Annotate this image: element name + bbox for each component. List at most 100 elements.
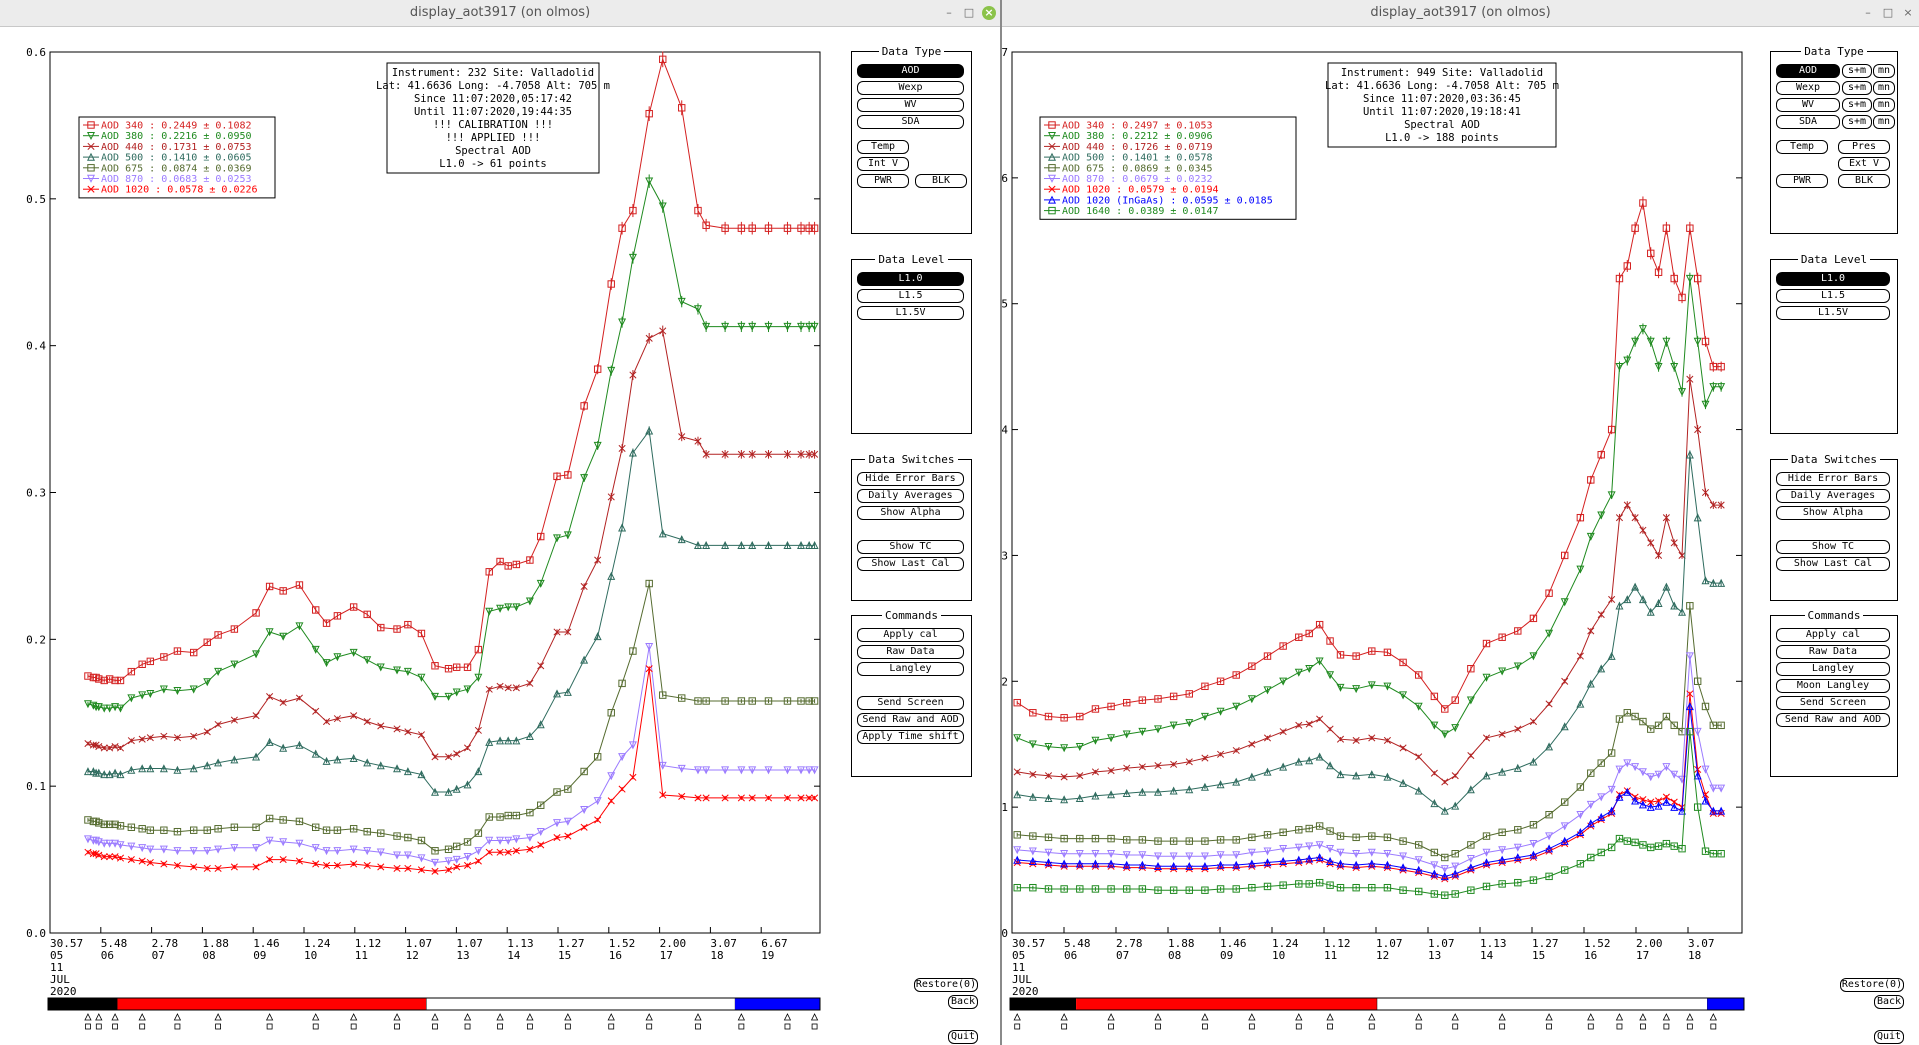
timeline-bar[interactable] [1009,997,1745,1011]
restore-button[interactable]: Restore(0) [1840,978,1904,992]
sm-button[interactable]: s+m [1842,81,1872,95]
level-l1-5-button[interactable]: L1.5 [1776,289,1890,303]
data-point [1685,702,1694,711]
data-type-ext-v-button[interactable]: Ext V [1838,157,1890,171]
level-l1-0-button[interactable]: L1.0 [857,272,964,286]
data-point [116,822,125,830]
back-button[interactable]: Back [948,995,978,1009]
timeline-marker [1248,1023,1255,1030]
data-point [1646,773,1655,782]
data-type-sda-button[interactable]: SDA [1776,115,1840,129]
data-point [1587,476,1595,484]
minimize-button[interactable]: – [1865,6,1871,19]
timeline-bar[interactable] [47,997,821,1011]
quit-button[interactable]: Quit [1874,1030,1904,1044]
level-l1-5-button[interactable]: L1.5 [857,289,964,303]
data-type-blk-button[interactable]: BLK [915,174,967,188]
command-send-raw-and-aod-button[interactable]: Send Raw and AOD [857,713,964,727]
switch-show-alpha-button[interactable]: Show Alpha [857,506,964,520]
level-l1-5v-button[interactable]: L1.5V [857,306,964,320]
data-type-wexp-button[interactable]: Wexp [1776,81,1840,95]
command-send-screen-button[interactable]: Send Screen [1776,696,1890,710]
switch-show-alpha-button[interactable]: Show Alpha [1776,506,1890,520]
data-point [1091,791,1100,800]
level-l1-5v-button[interactable]: L1.5V [1776,306,1890,320]
data-type-pres-button[interactable]: Pres [1838,140,1890,154]
close-button[interactable]: × [982,6,996,20]
switch-daily-averages-button[interactable]: Daily Averages [1776,489,1890,503]
sm-button[interactable]: s+m [1842,64,1872,78]
maximize-button[interactable]: □ [1882,6,1894,19]
panel-title-text: Data Type [1801,45,1867,58]
quit-button[interactable]: Quit [948,1030,978,1044]
data-point [659,791,667,799]
data-type-blk-button[interactable]: BLK [1838,174,1890,188]
data-point [1044,848,1053,857]
switch-hide-error-bars-button[interactable]: Hide Error Bars [1776,472,1890,486]
aod-plot-right[interactable]: .7.6.5.4.3.2.1.030.57055.48062.78071.880… [1002,27,1919,1045]
data-point [764,766,773,775]
data-type-pwr-button[interactable]: PWR [1776,174,1828,188]
mn-button[interactable]: mn [1873,115,1895,129]
data-point [1615,601,1624,610]
switch-hide-error-bars-button[interactable]: Hide Error Bars [857,472,964,486]
command-send-screen-button[interactable]: Send Screen [857,696,964,710]
switch-show-tc-button[interactable]: Show TC [1776,540,1890,554]
data-point [1399,852,1408,861]
data-point [111,703,120,712]
data-point [1232,746,1240,755]
command-langley-button[interactable]: Langley [1776,662,1890,676]
data-type-wv-button[interactable]: WV [1776,98,1840,112]
switch-show-tc-button[interactable]: Show TC [857,540,964,554]
restore-button[interactable]: Restore(0) [914,978,978,992]
back-button[interactable]: Back [1874,995,1904,1009]
command-send-raw-and-aod-button[interactable]: Send Raw and AOD [1776,713,1890,727]
switch-daily-averages-button[interactable]: Daily Averages [857,489,964,503]
data-point [295,622,304,631]
data-point [783,322,792,331]
data-type-temp-button[interactable]: Temp [857,140,909,154]
data-type-aod-button[interactable]: AOD [857,64,964,78]
legend-entry: AOD 675 : 0.0869 ± 0.0345 [1062,163,1213,174]
mn-button[interactable]: mn [1873,98,1895,112]
data-type-aod-button[interactable]: AOD [1776,64,1840,78]
maximize-button[interactable]: □ [963,6,975,19]
data-type-temp-button[interactable]: Temp [1776,140,1828,154]
data-type-wv-button[interactable]: WV [857,98,964,112]
data-point [111,742,119,751]
info-line: Spectral AOD [1404,119,1480,131]
command-moon-langley-button[interactable]: Moon Langley [1776,679,1890,693]
data-point [1185,785,1194,794]
command-apply-time-shift-button[interactable]: Apply Time shift [857,730,964,744]
data-point [1060,834,1068,843]
command-apply-cal-button[interactable]: Apply cal [1776,628,1890,642]
switch-show-last-cal-button[interactable]: Show Last Cal [1776,557,1890,571]
date-label: JUL [1012,973,1032,986]
mn-button[interactable]: mn [1873,64,1895,78]
level-l1-0-button[interactable]: L1.0 [1776,272,1890,286]
command-raw-data-button[interactable]: Raw Data [1776,645,1890,659]
data-point [1295,633,1303,641]
data-type-pwr-button[interactable]: PWR [857,174,909,188]
plot-frame [49,51,821,934]
mn-button[interactable]: mn [1873,81,1895,95]
data-point [1383,682,1392,691]
data-type-wexp-button[interactable]: Wexp [857,81,964,95]
timeline-marker [1545,1013,1553,1021]
command-raw-data-button[interactable]: Raw Data [857,645,964,659]
data-point [1561,677,1569,685]
data-point [214,758,223,767]
minimize-button[interactable]: – [946,6,952,19]
command-apply-cal-button[interactable]: Apply cal [857,628,964,642]
data-type-int-v-button[interactable]: Int V [857,157,909,171]
data-point [377,722,385,730]
sm-button[interactable]: s+m [1842,115,1872,129]
close-button[interactable]: × [1903,6,1913,19]
panel-title-text: Data Switches [1787,453,1881,466]
sm-button[interactable]: s+m [1842,98,1872,112]
data-point [189,685,198,694]
switch-show-last-cal-button[interactable]: Show Last Cal [857,557,964,571]
data-type-sda-button[interactable]: SDA [857,115,964,129]
command-langley-button[interactable]: Langley [857,662,964,676]
